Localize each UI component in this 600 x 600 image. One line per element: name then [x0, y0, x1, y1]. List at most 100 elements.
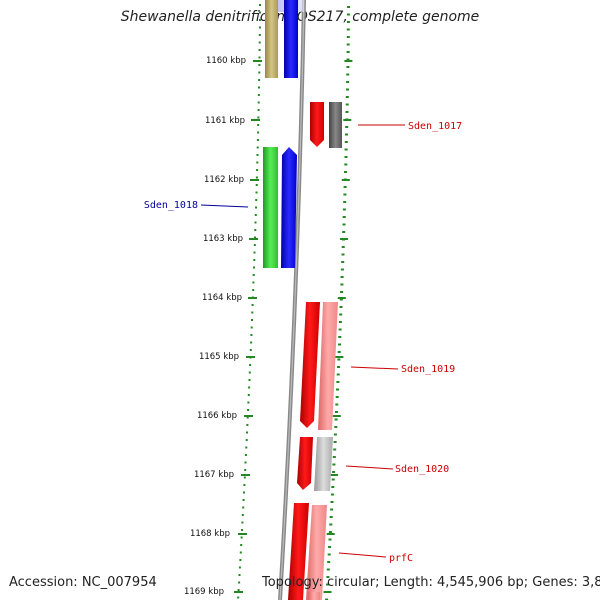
scale-dash	[341, 253, 345, 256]
scale-dot	[257, 124, 260, 126]
scale-dash	[345, 133, 348, 136]
scale-tick-1169: 1169 kbp	[184, 587, 243, 597]
tick-label: 1165 kbp	[199, 352, 239, 362]
gene-sden-1019-red[interactable]	[300, 302, 320, 428]
scale-dash	[336, 388, 339, 391]
gene-sden-1018-green[interactable]	[263, 147, 278, 268]
tick-label: 1161 kbp	[205, 116, 245, 126]
scale-dash	[339, 313, 343, 316]
scale-dash	[346, 58, 350, 61]
scale-dot	[255, 206, 257, 209]
gene-sden-1017-gray[interactable]	[329, 102, 342, 148]
scale-dot	[256, 139, 259, 141]
scale-dash	[331, 486, 335, 488]
scale-dash	[334, 418, 338, 421]
tick-label: 1160 kbp	[206, 56, 246, 66]
scale-dash	[332, 471, 336, 473]
scale-dot	[250, 326, 253, 329]
scale-dash	[346, 28, 350, 31]
gene-label-sden-1020[interactable]: Sden_1020	[395, 464, 449, 475]
scale-dash	[345, 96, 349, 98]
topology-text: Topology: circular; Length: 4,545,906 bp…	[262, 575, 600, 590]
scale-dash	[342, 231, 346, 233]
scale-dash	[326, 576, 330, 578]
scale-dot	[246, 424, 249, 426]
scale-dot	[242, 506, 245, 509]
scale-dash	[337, 351, 341, 353]
gene-prfc-red[interactable]	[288, 503, 309, 600]
scale-dash	[340, 276, 344, 278]
tick-label: 1167 kbp	[194, 470, 234, 480]
scale-dash	[342, 223, 346, 226]
scale-dot	[258, 49, 261, 51]
scale-tick-1165: 1165 kbp	[199, 352, 255, 362]
scale-tick-1161: 1161 kbp	[205, 116, 260, 126]
scale-dash	[346, 73, 350, 76]
gene-olive-top[interactable]	[265, 0, 278, 78]
gene-label-prfc[interactable]: prfC	[389, 553, 413, 564]
right-scale-ring	[323, 6, 353, 600]
scale-dash	[346, 66, 350, 68]
gene-label-sden-1017[interactable]: Sden_1017	[408, 121, 462, 132]
tick-label: 1162 kbp	[204, 175, 244, 185]
scale-dash	[340, 268, 344, 271]
scale-dot	[258, 56, 261, 59]
scale-dot	[240, 544, 243, 546]
scale-dash	[326, 583, 329, 586]
scale-dash	[328, 538, 332, 541]
scale-tick-1164: 1164 kbp	[202, 293, 257, 303]
scale-tick-1163: 1163 kbp	[203, 234, 258, 244]
scale-dot	[239, 559, 242, 561]
gene-bottom-right-small[interactable]	[308, 592, 320, 600]
scale-dot	[247, 394, 250, 396]
scale-dot	[259, 11, 261, 14]
gene-sden-1019-pink[interactable]	[318, 302, 338, 430]
scale-dot	[256, 169, 259, 171]
scale-dash	[340, 283, 344, 286]
scale-dash	[343, 193, 347, 196]
gene-blue-top[interactable]	[284, 0, 298, 78]
scale-dash	[327, 561, 331, 563]
scale-dash	[337, 366, 340, 368]
scale-dash	[335, 403, 339, 406]
scale-dot	[238, 581, 241, 584]
scale-dash	[340, 291, 344, 293]
scale-dot	[244, 461, 247, 464]
accession-text: Accession: NC_007954	[9, 575, 157, 590]
scale-dash	[345, 111, 349, 113]
scale-dot	[238, 574, 241, 576]
scale-dash	[346, 21, 350, 23]
scale-dot	[248, 386, 251, 389]
scale-dash	[328, 546, 332, 548]
scale-dash	[338, 336, 342, 338]
gene-label-sden-1018[interactable]: Sden_1018	[144, 200, 198, 211]
scale-dot	[241, 529, 243, 531]
scale-dot	[253, 266, 255, 269]
scale-dash	[332, 463, 336, 466]
scale-dash	[344, 171, 347, 173]
scale-dash	[346, 88, 349, 91]
scale-dot	[258, 26, 261, 29]
gene-prfc-pink[interactable]	[306, 505, 327, 600]
scale-dot	[242, 499, 245, 501]
scale-dot	[248, 379, 251, 381]
scale-dot	[254, 221, 257, 224]
scale-dash	[345, 126, 349, 128]
gene-sden-1020-lightgray[interactable]	[314, 437, 333, 491]
scale-dash	[346, 43, 350, 46]
gene-sden-1018-blue[interactable]	[281, 147, 297, 268]
gene-label-sden-1019[interactable]: Sden_1019	[401, 364, 455, 375]
scale-dot	[251, 304, 254, 306]
scale-dash	[335, 396, 339, 398]
scale-dot	[257, 131, 260, 134]
scale-dash	[335, 411, 338, 413]
gene-sden-1017-red[interactable]	[310, 102, 324, 147]
scale-dot	[258, 41, 261, 44]
scale-dash	[325, 598, 329, 600]
gene-sden-1020-red[interactable]	[297, 437, 313, 490]
scale-dash	[344, 156, 348, 158]
scale-dot	[247, 409, 250, 411]
scale-dot	[258, 86, 260, 89]
scale-dot	[256, 146, 259, 149]
